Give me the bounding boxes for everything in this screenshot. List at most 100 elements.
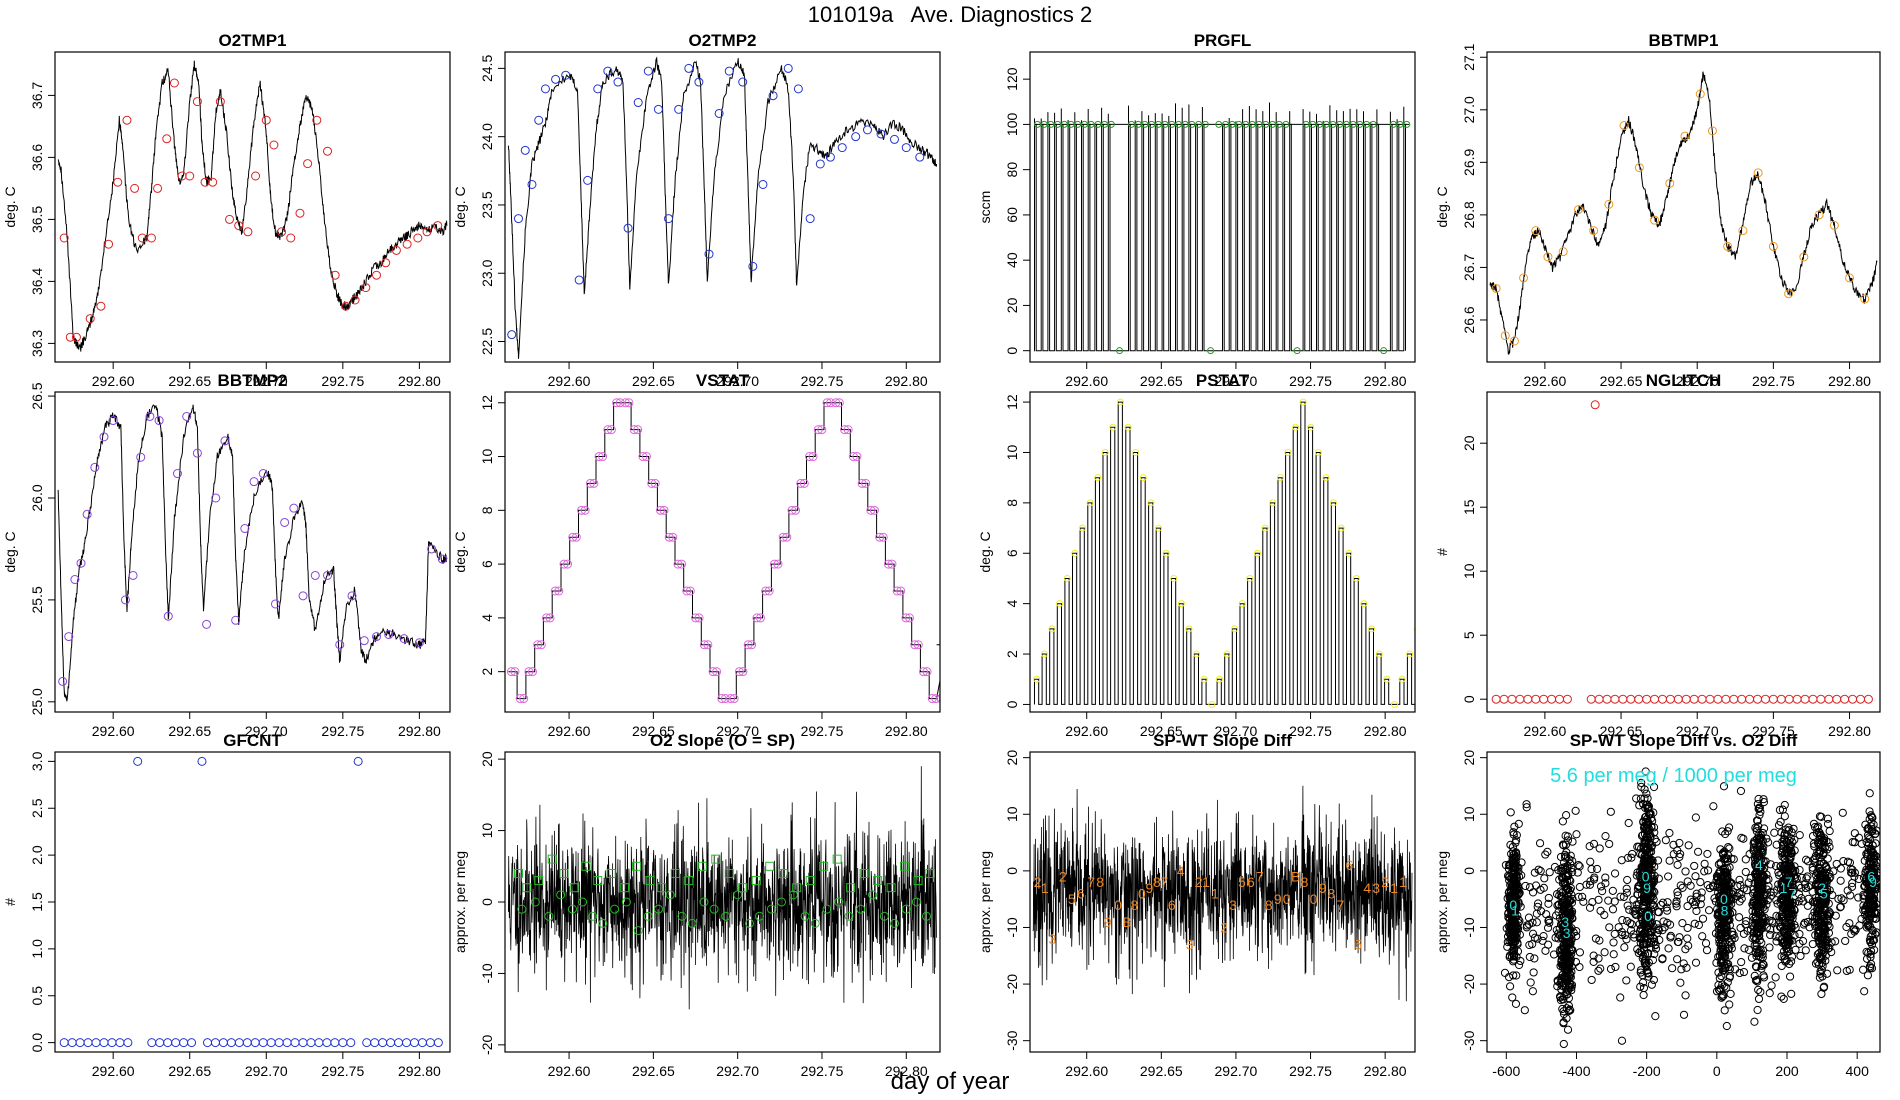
data-label: 6	[1168, 897, 1176, 913]
data-point	[1235, 120, 1243, 128]
y-tick-label: 0.5	[29, 986, 45, 1006]
data-point	[1048, 625, 1056, 633]
data-point	[1116, 398, 1124, 406]
data-point	[1170, 574, 1178, 582]
data-point	[1564, 1001, 1574, 1010]
y-tick-label: 10	[1461, 563, 1477, 579]
data-point	[1507, 694, 1517, 704]
data-point	[1796, 951, 1805, 961]
data-point	[1509, 863, 1518, 872]
data-point	[783, 63, 793, 73]
data-point	[1682, 963, 1691, 972]
data-point	[1860, 294, 1870, 304]
data-point	[1587, 975, 1596, 985]
data-point	[1673, 694, 1683, 704]
plot-frame	[54, 391, 451, 713]
data-point	[782, 532, 792, 542]
data-point	[1681, 867, 1690, 876]
data-point	[1510, 951, 1519, 960]
data-point	[1690, 861, 1699, 871]
data-point	[843, 425, 853, 435]
data-point	[1559, 1039, 1568, 1049]
data-label: 6	[1077, 886, 1085, 902]
data-point	[1673, 955, 1682, 964]
data-point	[341, 301, 351, 311]
data-point	[1658, 955, 1667, 964]
data-point	[220, 436, 230, 446]
data-point	[878, 532, 888, 542]
data-point	[1566, 980, 1575, 990]
data-point	[1665, 920, 1675, 929]
y-tick-label: 26.6	[1461, 306, 1477, 333]
data-point	[699, 640, 709, 650]
plot-area	[1033, 398, 1415, 708]
data-point	[1666, 931, 1675, 940]
data-point	[527, 179, 537, 189]
data-point	[1692, 892, 1701, 901]
data-point	[1645, 913, 1654, 922]
data-point	[1696, 877, 1705, 887]
data-point	[585, 478, 595, 488]
data-point	[822, 904, 832, 914]
y-tick-label: 26.7	[1461, 254, 1477, 281]
data-point	[540, 84, 550, 94]
y-tick-label: 0	[1004, 700, 1020, 708]
data-point	[1626, 962, 1635, 971]
data-point	[1854, 833, 1864, 842]
x-tick-label: 292.60	[548, 373, 591, 389]
data-point	[314, 1038, 324, 1048]
data-point	[1766, 930, 1775, 940]
data-point	[1865, 789, 1874, 798]
data-point	[941, 695, 949, 703]
data-point	[1808, 694, 1818, 704]
data-point	[863, 125, 872, 135]
data-point	[1665, 856, 1674, 865]
data-point	[1561, 852, 1571, 861]
data-point	[1636, 794, 1645, 803]
panel-title: SP-WT Slope Diff vs. O2 Diff	[1570, 731, 1798, 750]
data-point	[1516, 956, 1525, 966]
y-tick-label: -20	[1461, 974, 1477, 994]
data-label: 9	[1869, 874, 1877, 890]
data-point	[826, 398, 836, 408]
data-point	[1221, 120, 1229, 128]
data-point	[1642, 789, 1651, 798]
data-point	[1336, 120, 1344, 128]
data-point	[606, 868, 616, 878]
data-point	[433, 1038, 443, 1048]
data-point	[506, 667, 516, 677]
data-point	[764, 586, 774, 596]
data-point	[1737, 894, 1746, 903]
data-point	[1507, 849, 1516, 859]
y-tick-label: 24.0	[479, 123, 495, 150]
data-point	[1647, 878, 1656, 887]
data-point	[372, 632, 382, 642]
data-label: 1	[1211, 886, 1219, 902]
data-point	[647, 478, 657, 488]
data-point	[1697, 888, 1706, 897]
data-label: 8	[1301, 874, 1309, 890]
data-point	[1223, 650, 1231, 658]
data-point	[91, 1038, 101, 1048]
plot-area	[59, 756, 443, 1048]
data-label: B	[1291, 869, 1300, 885]
data-point	[542, 613, 552, 623]
data-label: 2	[1381, 874, 1389, 890]
data-point	[1033, 675, 1041, 683]
data-point	[1736, 923, 1745, 933]
data-point	[561, 70, 571, 80]
data-point	[1563, 870, 1572, 880]
data-point	[1147, 499, 1155, 507]
data-point	[1101, 448, 1109, 456]
data-point	[1698, 914, 1708, 923]
data-point	[323, 146, 333, 156]
data-point	[1154, 120, 1162, 128]
x-tick-label: 292.60	[1065, 1063, 1108, 1079]
data-point	[1398, 675, 1406, 683]
plot-frame	[504, 391, 941, 713]
data-point	[559, 868, 569, 878]
data-point	[1563, 899, 1573, 908]
data-point	[1060, 120, 1068, 128]
data-point	[1745, 694, 1755, 704]
data-point	[1634, 163, 1644, 173]
